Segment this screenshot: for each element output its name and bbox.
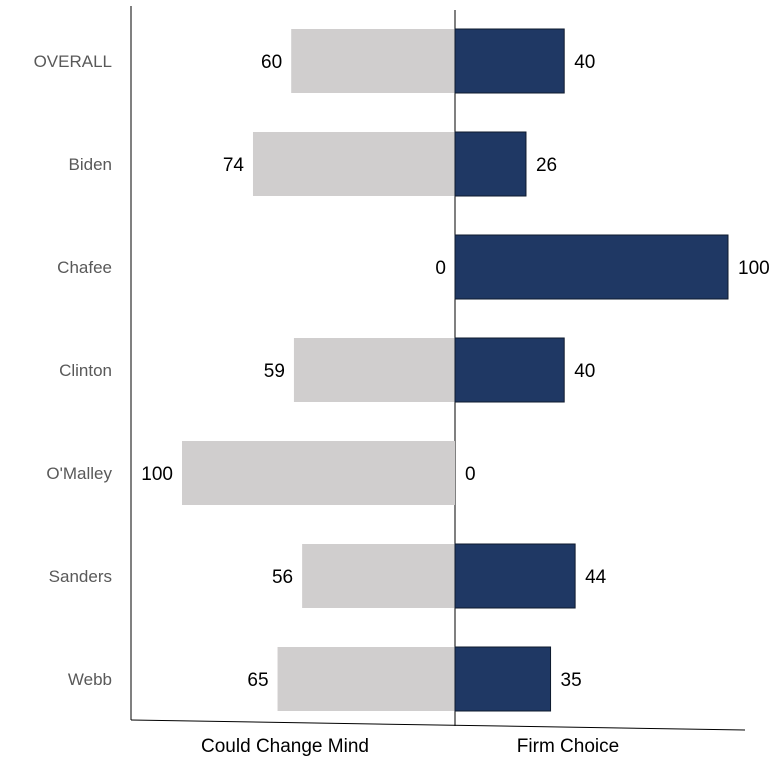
bar-could-change-mind (302, 544, 455, 608)
category-label: OVERALL (34, 52, 112, 71)
bar-could-change-mind (182, 441, 455, 505)
left-axis-title: Could Change Mind (201, 736, 369, 757)
bars (182, 28, 729, 712)
value-label-could-change-mind: 65 (247, 670, 268, 691)
labels: OVERALL 60 40 Biden 74 26 Chafee 0 100 Clinton 59 4… (34, 52, 770, 691)
bar-could-change-mind (291, 29, 455, 93)
value-label-firm-choice: 35 (561, 670, 582, 691)
bottom-axis-line (130, 719, 746, 731)
value-label-firm-choice: 100 (738, 258, 770, 279)
value-label-could-change-mind: 0 (435, 258, 446, 279)
bar-firm-choice (454, 543, 576, 609)
right-axis-title: Firm Choice (517, 736, 619, 757)
value-label-could-change-mind: 56 (272, 567, 293, 588)
category-label: Chafee (57, 258, 112, 277)
bar-could-change-mind (252, 132, 455, 196)
bar-firm-choice (454, 646, 552, 712)
category-label: Biden (69, 155, 112, 174)
category-label: O'Malley (46, 464, 112, 483)
category-label: Webb (68, 670, 112, 689)
bar-could-change-mind (293, 338, 455, 402)
value-label-firm-choice: 26 (536, 155, 557, 176)
bar-firm-choice (454, 234, 729, 300)
value-label-could-change-mind: 59 (264, 361, 285, 382)
value-label-could-change-mind: 74 (223, 155, 245, 176)
bar-firm-choice (454, 131, 527, 197)
value-label-firm-choice: 0 (465, 464, 476, 485)
value-label-firm-choice: 40 (574, 52, 595, 73)
category-label: Sanders (49, 567, 112, 586)
value-label-could-change-mind: 60 (261, 52, 282, 73)
category-label: Clinton (59, 361, 112, 380)
bar-firm-choice (454, 337, 565, 403)
value-label-firm-choice: 44 (585, 567, 607, 588)
value-label-firm-choice: 40 (574, 361, 595, 382)
value-label-could-change-mind: 100 (141, 464, 173, 485)
bar-could-change-mind (277, 647, 455, 711)
bar-firm-choice (454, 28, 565, 94)
